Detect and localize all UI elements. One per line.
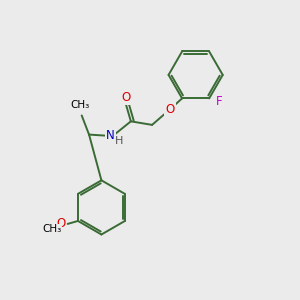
Text: CH₃: CH₃	[70, 100, 90, 110]
Text: N: N	[106, 129, 115, 142]
Text: CH₃: CH₃	[43, 224, 62, 234]
Text: O: O	[121, 91, 130, 104]
Text: O: O	[56, 218, 65, 230]
Text: F: F	[216, 95, 222, 108]
Text: H: H	[115, 136, 123, 146]
Text: O: O	[165, 103, 174, 116]
